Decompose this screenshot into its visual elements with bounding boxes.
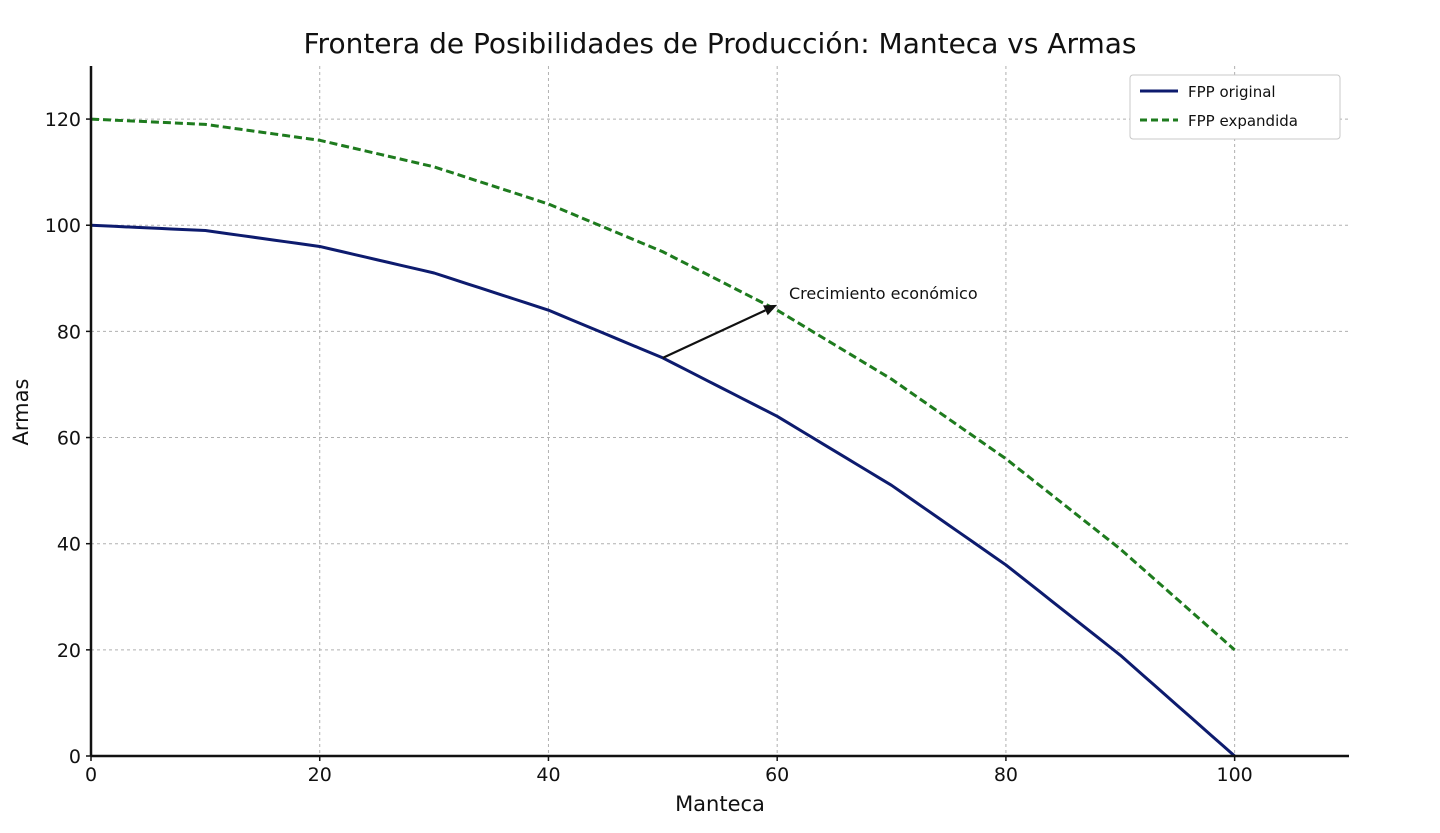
- x-tick-label: 0: [85, 764, 97, 786]
- x-tick-label: 100: [1217, 764, 1253, 786]
- y-tick-label: 120: [45, 109, 81, 131]
- x-tick-label: 20: [308, 764, 332, 786]
- y-axis-label: Armas: [9, 379, 33, 446]
- growth-arrow: [662, 309, 766, 359]
- annotation-layer: Crecimiento económico: [662, 284, 978, 359]
- x-tick-label: 40: [536, 764, 560, 786]
- y-tick-label: 20: [57, 640, 81, 662]
- x-tick-label: 60: [765, 764, 789, 786]
- grid-layer: [91, 66, 1349, 756]
- y-tick-label: 0: [69, 746, 81, 768]
- y-tick-label: 80: [57, 321, 81, 343]
- series-line-fpp-expandida: [90, 117, 1236, 651]
- legend: FPP original FPP expandida: [1129, 74, 1341, 140]
- legend-label-fpp-expandida: FPP expandida: [1188, 112, 1298, 130]
- legend-box: [1129, 74, 1341, 140]
- y-tick-label: 100: [45, 215, 81, 237]
- y-tick-label: 60: [57, 428, 81, 450]
- growth-arrowhead: [763, 304, 778, 316]
- chart-title: Frontera de Posibilidades de Producción:…: [303, 27, 1136, 60]
- growth-annotation: Crecimiento económico: [789, 284, 978, 303]
- legend-label-fpp-original: FPP original: [1188, 83, 1276, 101]
- axes-layer: 0 20 40 60 80 100 0 20 40 60 80 100 120: [45, 66, 1349, 786]
- series-line-fpp-original: [90, 223, 1236, 758]
- x-axis-label: Manteca: [675, 792, 765, 816]
- x-tick-label: 80: [994, 764, 1018, 786]
- y-tick-label: 40: [57, 534, 81, 556]
